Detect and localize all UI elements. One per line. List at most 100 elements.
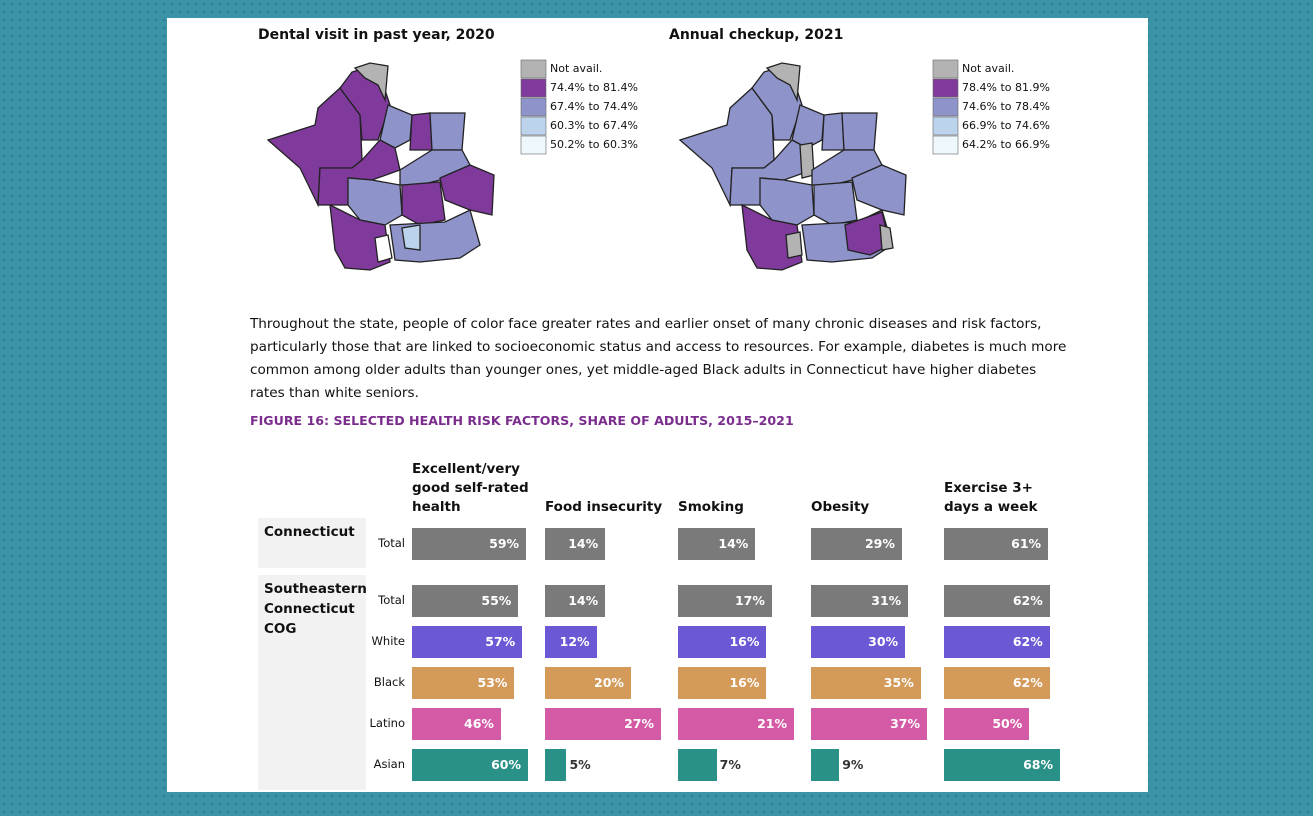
value-label: 14% bbox=[568, 593, 599, 608]
value-label: 20% bbox=[594, 675, 624, 690]
row-label: Black bbox=[373, 675, 405, 689]
value-label: 16% bbox=[729, 675, 760, 690]
legend-label: Not avail. bbox=[962, 62, 1015, 75]
legend-label: Not avail. bbox=[550, 62, 603, 75]
legend-swatch bbox=[520, 135, 547, 155]
value-label: 62% bbox=[1012, 675, 1043, 690]
bar bbox=[944, 585, 1050, 617]
legend-swatch bbox=[932, 97, 959, 117]
legend-swatch bbox=[520, 97, 547, 117]
column-header: Smoking bbox=[678, 499, 744, 515]
bar bbox=[944, 667, 1050, 699]
column-header: Food insecurity bbox=[545, 499, 663, 515]
column-header: Obesity bbox=[811, 499, 870, 515]
value-label: 55% bbox=[481, 593, 512, 608]
bar bbox=[811, 626, 906, 658]
legend-swatch bbox=[932, 78, 959, 98]
value-label: 61% bbox=[1011, 536, 1042, 551]
map-checkup bbox=[678, 62, 907, 271]
value-label: 31% bbox=[871, 593, 902, 608]
bar bbox=[678, 528, 756, 560]
map-dental bbox=[266, 62, 495, 271]
value-label: 46% bbox=[464, 716, 494, 731]
legend-swatch bbox=[520, 116, 547, 136]
bar bbox=[412, 708, 501, 740]
bar bbox=[811, 585, 909, 617]
value-label: 59% bbox=[489, 536, 520, 551]
legend-label: 78.4% to 81.9% bbox=[962, 81, 1050, 94]
bar bbox=[545, 528, 606, 560]
legend-swatch bbox=[932, 116, 959, 136]
value-label: 62% bbox=[1012, 593, 1043, 608]
column-header: Excellent/very good self-rated health bbox=[412, 461, 529, 515]
group-label: Southeastern Connecticut COG bbox=[258, 575, 367, 790]
legend-swatch bbox=[932, 135, 959, 155]
legend-swatch bbox=[520, 78, 547, 98]
map-title: Annual checkup, 2021 bbox=[669, 27, 844, 43]
legend-swatch bbox=[932, 59, 959, 79]
bar bbox=[545, 708, 661, 740]
row-label: Total bbox=[378, 536, 405, 550]
value-label: 14% bbox=[718, 536, 749, 551]
value-label: 12% bbox=[559, 634, 590, 649]
bar bbox=[811, 749, 840, 781]
bar bbox=[412, 585, 519, 617]
bar bbox=[811, 528, 902, 560]
bar bbox=[678, 585, 772, 617]
value-label: 9% bbox=[842, 757, 864, 772]
bar bbox=[678, 708, 794, 740]
value-label: 14% bbox=[568, 536, 599, 551]
legend-label: 60.3% to 67.4% bbox=[550, 119, 638, 132]
value-label: 53% bbox=[477, 675, 508, 690]
value-label: 37% bbox=[890, 716, 920, 731]
map-title: Dental visit in past year, 2020 bbox=[258, 27, 495, 43]
column-header: Exercise 3+ days a week bbox=[944, 480, 1038, 515]
bar bbox=[678, 749, 717, 781]
value-label: 62% bbox=[1012, 634, 1043, 649]
value-label: 50% bbox=[992, 716, 1023, 731]
row-label: Latino bbox=[369, 716, 405, 730]
bar bbox=[944, 626, 1050, 658]
legend-label: 67.4% to 74.4% bbox=[550, 100, 638, 113]
figure-title: FIGURE 16: SELECTED HEALTH RISK FACTORS,… bbox=[250, 413, 794, 428]
value-label: 7% bbox=[719, 757, 741, 772]
bar bbox=[944, 528, 1049, 560]
value-label: 17% bbox=[734, 593, 765, 608]
bar bbox=[545, 626, 597, 658]
value-label: 29% bbox=[864, 536, 895, 551]
bar bbox=[944, 708, 1030, 740]
row-label: Total bbox=[378, 593, 405, 607]
value-label: 30% bbox=[868, 634, 899, 649]
bar bbox=[412, 626, 523, 658]
bar bbox=[412, 667, 515, 699]
legend-swatch bbox=[520, 59, 547, 79]
value-label: 60% bbox=[491, 757, 521, 772]
paragraph: Throughout the state, people of color fa… bbox=[250, 316, 1067, 401]
value-label: 27% bbox=[624, 716, 654, 731]
row-label: Asian bbox=[373, 757, 405, 771]
value-label: 68% bbox=[1023, 757, 1053, 772]
bar bbox=[811, 708, 927, 740]
legend-label: 74.4% to 81.4% bbox=[550, 81, 638, 94]
row-label: White bbox=[371, 634, 405, 648]
bar bbox=[412, 749, 528, 781]
bar bbox=[545, 585, 606, 617]
bar bbox=[412, 528, 527, 560]
bar bbox=[811, 667, 921, 699]
value-label: 5% bbox=[569, 757, 591, 772]
value-label: 35% bbox=[883, 675, 914, 690]
legend-label: 66.9% to 74.6% bbox=[962, 119, 1050, 132]
bar bbox=[944, 749, 1060, 781]
bar bbox=[678, 667, 767, 699]
bar bbox=[545, 749, 567, 781]
bar bbox=[678, 626, 767, 658]
value-label: 57% bbox=[485, 634, 516, 649]
bar bbox=[545, 667, 631, 699]
legend-label: 50.2% to 60.3% bbox=[550, 138, 638, 151]
legend-label: 74.6% to 78.4% bbox=[962, 100, 1050, 113]
value-label: 16% bbox=[729, 634, 760, 649]
group-label: Connecticut bbox=[258, 518, 366, 568]
value-label: 21% bbox=[757, 716, 787, 731]
